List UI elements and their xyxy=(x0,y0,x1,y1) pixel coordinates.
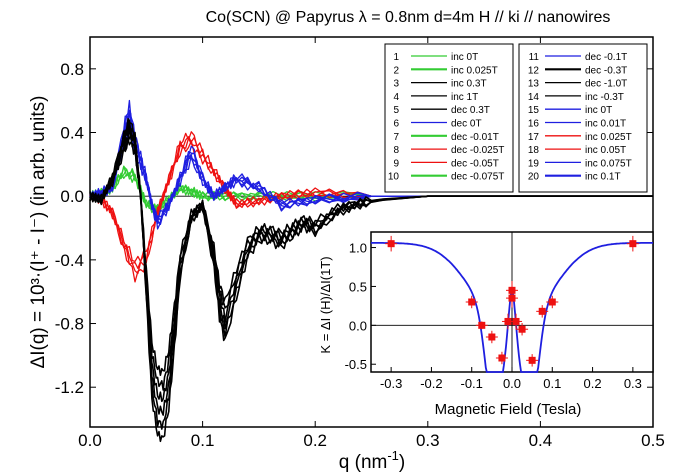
inset-point xyxy=(512,317,520,325)
inset-point xyxy=(518,325,526,333)
legend-number: 13 xyxy=(528,79,540,90)
legend-number: 3 xyxy=(393,79,399,90)
y-tick-label: 0.8 xyxy=(60,60,84,79)
legend-label: dec 0T xyxy=(451,119,482,130)
inset-point xyxy=(468,298,476,306)
legend-label: inc -0.3T xyxy=(585,92,624,103)
inset-y-tick-label: 1.0 xyxy=(349,241,367,256)
y-tick-label: 0.4 xyxy=(60,124,84,143)
legend-number: 9 xyxy=(393,158,399,169)
legend-number: 19 xyxy=(528,158,540,169)
main-axis-ticks: 0.0 0.1 0.2 0.3 0.4 0.5 0.8 0.4 0.0 -0.4 -0.8 -1.2 xyxy=(55,37,665,450)
inset-point xyxy=(387,240,395,248)
legend-label: dec -0.025T xyxy=(451,145,504,156)
legend-label: dec -0.1T xyxy=(585,52,627,63)
x-tick-label: 0.0 xyxy=(78,431,102,450)
inset-y-tick-label: 0.5 xyxy=(349,279,367,294)
series-line-14 xyxy=(89,117,653,443)
legend-number: 1 xyxy=(393,52,399,63)
inset-point xyxy=(498,354,506,362)
inset-x-tick-label: -0.2 xyxy=(420,376,442,391)
y-tick-label: -1.2 xyxy=(55,378,84,397)
inset-point xyxy=(508,294,516,302)
inset-x-tick-label: 0.0 xyxy=(503,376,521,391)
series-line-10 xyxy=(89,165,653,214)
inset-y-tick-label: -0.5 xyxy=(345,357,367,372)
inset-point xyxy=(478,321,486,329)
legend-number: 12 xyxy=(528,65,540,76)
x-tick-label: 0.2 xyxy=(303,431,327,450)
inset-y-axis-label: K = ΔI (H)/ΔI(1T) xyxy=(318,256,333,353)
legend-number: 18 xyxy=(528,145,540,156)
legend-number: 5 xyxy=(393,105,399,116)
legend-label: inc 0.01T xyxy=(585,119,626,130)
inset-point xyxy=(538,307,546,315)
legend-label: dec -0.05T xyxy=(451,158,499,169)
chart-title: Co(SCN) @ Papyrus λ = 0.8nm d=4m H // ki… xyxy=(206,9,611,26)
legend-number: 8 xyxy=(393,145,399,156)
legend-number: 2 xyxy=(393,65,399,76)
main-series-group xyxy=(89,99,653,443)
legend-label: inc 0T xyxy=(585,105,612,116)
legend-label: inc 0T xyxy=(451,52,478,63)
inset-point xyxy=(504,317,512,325)
inset-point xyxy=(629,240,637,248)
legend-label: inc 0.1T xyxy=(585,172,621,183)
main-y-axis-label: ΔI(q) = 10³·(I⁺ - I⁻) (in arb. units) xyxy=(28,96,49,369)
legend-number: 17 xyxy=(528,132,540,143)
inset-x-tick-label: 0.2 xyxy=(584,376,602,391)
legend-label: inc 0.025T xyxy=(451,65,498,76)
legend-box-left xyxy=(384,43,514,193)
legend-number: 7 xyxy=(393,132,399,143)
legend-number: 11 xyxy=(529,52,540,63)
legend-label: dec -0.075T xyxy=(451,172,504,183)
inset-point xyxy=(488,333,496,341)
main-x-axis-label: q (nm-1) xyxy=(339,448,405,473)
inset-x-tick-label: 0.3 xyxy=(624,376,642,391)
legend-label: dec -0.3T xyxy=(585,65,627,76)
series-line-20 xyxy=(89,99,653,230)
legend-label: inc 1T xyxy=(451,92,478,103)
legend-label: dec 0.3T xyxy=(451,105,490,116)
inset-point xyxy=(528,356,536,364)
legend-box-right xyxy=(518,43,648,193)
x-tick-label: 0.1 xyxy=(191,431,215,450)
x-tick-label: 0.3 xyxy=(416,431,440,450)
x-tick-label: 0.5 xyxy=(641,431,665,450)
legend-number: 14 xyxy=(528,92,540,103)
legend-number: 10 xyxy=(388,172,400,183)
y-tick-label: -0.4 xyxy=(55,251,84,270)
legend: 1 inc 0T 2 inc 0.025T 3 inc 0.3T 4 inc 1T 5 dec 0… xyxy=(388,52,632,183)
inset-x-tick-label: 0.1 xyxy=(543,376,561,391)
legend-number: 6 xyxy=(393,119,399,130)
legend-label: inc 0.075T xyxy=(585,158,632,169)
legend-label: inc 0.025T xyxy=(585,132,632,143)
y-tick-label: -0.8 xyxy=(55,315,84,334)
inset-x-tick-label: -0.1 xyxy=(461,376,483,391)
legend-number: 15 xyxy=(528,105,540,116)
legend-label: inc 0.3T xyxy=(451,79,487,90)
inset-y-tick-label: 0.0 xyxy=(349,318,367,333)
legend-label: dec -1.0T xyxy=(585,79,627,90)
inset-body: -0.3 -0.2 -0.1 0.0 0.1 0.2 0.3 -0.5 0.0 0.5 1.0 xyxy=(345,232,653,391)
inset-x-axis-label: Magnetic Field (Tesla) xyxy=(435,401,582,418)
legend-number: 20 xyxy=(528,172,540,183)
y-tick-label: 0.0 xyxy=(60,187,84,206)
legend-label: dec -0.01T xyxy=(451,132,499,143)
legend-label: inc 0.05T xyxy=(585,145,626,156)
inset-x-tick-label: -0.3 xyxy=(380,376,402,391)
inset-point xyxy=(548,298,556,306)
x-tick-label: 0.4 xyxy=(529,431,553,450)
legend-number: 16 xyxy=(528,119,540,130)
legend-number: 4 xyxy=(393,92,399,103)
